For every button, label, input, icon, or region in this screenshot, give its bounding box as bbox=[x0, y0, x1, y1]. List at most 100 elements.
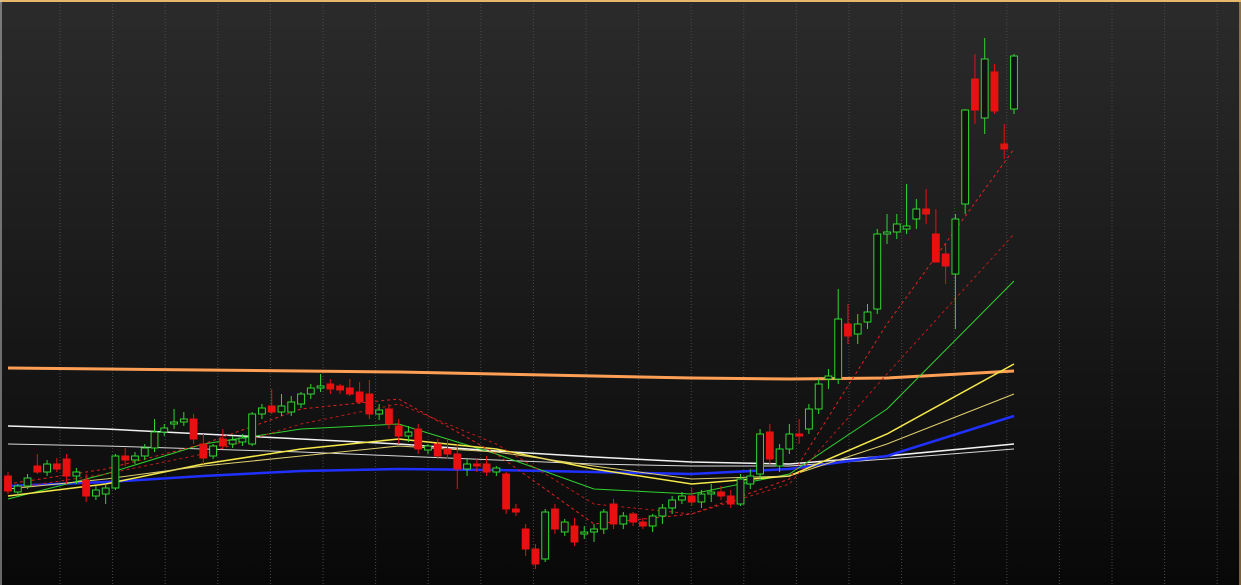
candle-body bbox=[668, 499, 677, 509]
candle-body bbox=[492, 467, 501, 473]
candle-body bbox=[971, 78, 979, 111]
candle-body bbox=[91, 489, 100, 497]
candle-body bbox=[580, 531, 589, 535]
candle-body bbox=[150, 431, 159, 449]
candle-body bbox=[355, 391, 364, 403]
candle-body bbox=[785, 433, 794, 450]
candle-body bbox=[306, 387, 315, 395]
candle-body bbox=[570, 525, 579, 543]
candle-body bbox=[873, 233, 882, 310]
candle-body bbox=[980, 58, 989, 119]
candle-body bbox=[170, 421, 178, 425]
candle-body bbox=[629, 513, 638, 523]
candle-body bbox=[218, 438, 227, 447]
candle-body bbox=[619, 515, 628, 525]
candle-body bbox=[883, 231, 891, 235]
candle-body bbox=[765, 431, 774, 460]
candle-body bbox=[502, 473, 511, 510]
candle-body bbox=[853, 323, 862, 335]
moving-average-line bbox=[7, 148, 1015, 525]
candle-body bbox=[648, 515, 657, 527]
candle-body bbox=[541, 511, 550, 560]
candle-body bbox=[638, 521, 647, 527]
candle-body bbox=[560, 521, 569, 533]
candle-body bbox=[1000, 143, 1009, 150]
candle-body bbox=[4, 475, 12, 492]
candle-body bbox=[23, 477, 32, 487]
candle-body bbox=[13, 485, 22, 493]
candle-body bbox=[551, 508, 559, 530]
candle-body bbox=[756, 433, 764, 475]
moving-averages bbox=[7, 148, 1015, 525]
candle-body bbox=[482, 463, 491, 473]
candle-body bbox=[824, 375, 833, 380]
candles bbox=[4, 38, 1018, 569]
candle-body bbox=[521, 528, 530, 550]
moving-average-line bbox=[7, 233, 1015, 515]
candle-body bbox=[726, 495, 735, 505]
candle-body bbox=[287, 401, 296, 413]
candle-body bbox=[814, 383, 823, 410]
candle-body bbox=[258, 407, 266, 415]
candle-body bbox=[375, 409, 384, 415]
candle-body bbox=[72, 471, 81, 477]
candle-body bbox=[404, 431, 413, 437]
candle-body bbox=[82, 479, 91, 497]
candle-body bbox=[62, 458, 71, 477]
candle-body bbox=[736, 478, 745, 505]
candle-body bbox=[590, 528, 598, 533]
candle-body bbox=[463, 463, 471, 470]
candle-body bbox=[326, 383, 335, 390]
candle-body bbox=[297, 393, 305, 405]
candle-body bbox=[336, 385, 344, 391]
candle-body bbox=[140, 447, 149, 457]
candle-body bbox=[277, 405, 286, 413]
candle-body bbox=[687, 495, 696, 503]
candle-body bbox=[775, 448, 784, 467]
candle-body bbox=[316, 385, 325, 389]
candle-body bbox=[52, 463, 61, 470]
candle-body bbox=[941, 253, 950, 267]
candle-body bbox=[43, 463, 51, 473]
candle-body bbox=[990, 71, 999, 112]
candle-body bbox=[228, 439, 237, 445]
candle-body bbox=[424, 445, 432, 451]
candle-body bbox=[160, 427, 169, 433]
moving-average-line bbox=[7, 393, 1015, 490]
candle-body bbox=[209, 445, 218, 457]
candle-body bbox=[746, 475, 755, 485]
candle-body bbox=[472, 463, 481, 467]
candle-body bbox=[707, 491, 716, 495]
candle-body bbox=[697, 493, 706, 503]
candle-body bbox=[179, 418, 188, 423]
candle-body bbox=[365, 393, 374, 415]
candle-body bbox=[1010, 55, 1018, 110]
candle-body bbox=[238, 437, 247, 443]
candle-body bbox=[443, 448, 452, 455]
candle-body bbox=[248, 413, 257, 445]
candle-body bbox=[433, 443, 442, 457]
candle-body bbox=[863, 311, 872, 323]
candle-body bbox=[414, 428, 423, 450]
candle-body bbox=[717, 491, 725, 497]
candle-body bbox=[531, 548, 540, 565]
candle-body bbox=[795, 433, 804, 437]
candle-body bbox=[384, 408, 393, 425]
moving-average-line bbox=[7, 366, 1015, 381]
candle-body bbox=[453, 453, 462, 470]
candle-body bbox=[844, 323, 852, 337]
candle-body bbox=[121, 455, 130, 461]
candle-body bbox=[511, 508, 520, 513]
candle-body bbox=[345, 387, 354, 395]
candle-body bbox=[33, 465, 42, 473]
moving-average-line bbox=[7, 280, 1015, 500]
candle-body bbox=[189, 418, 198, 440]
candle-body bbox=[131, 455, 139, 461]
candle-body bbox=[931, 233, 940, 263]
candle-body bbox=[267, 405, 276, 413]
candle-body bbox=[834, 318, 843, 380]
candle-body bbox=[961, 109, 970, 205]
